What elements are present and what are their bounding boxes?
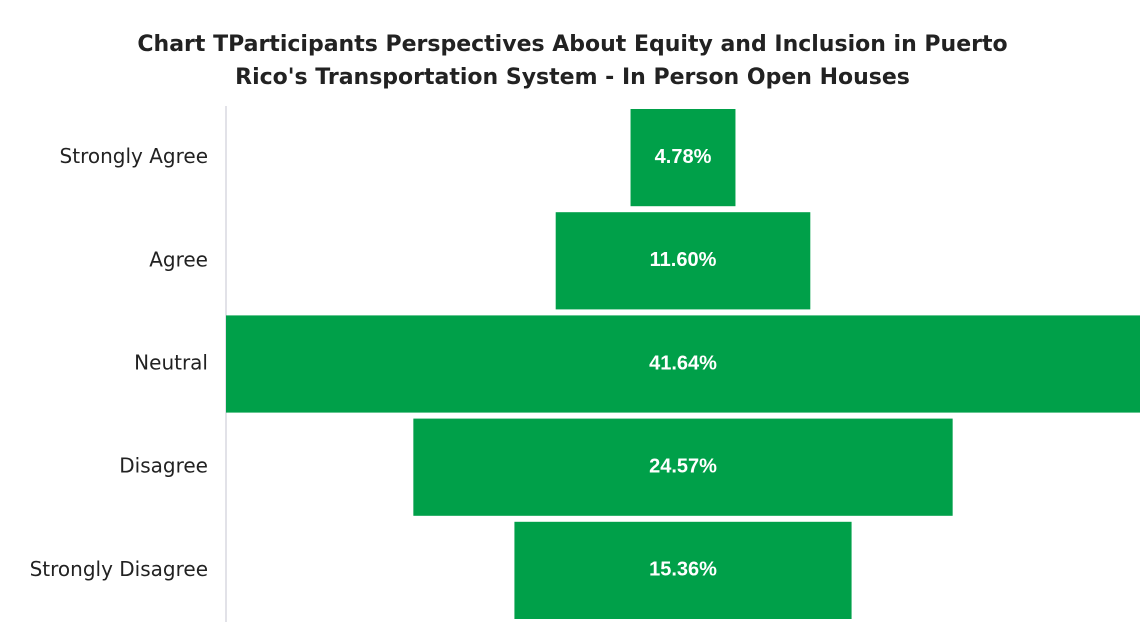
funnel-bar (514, 521, 852, 619)
category-label: Neutral (134, 351, 208, 375)
value-label: 15.36% (649, 559, 717, 581)
category-label: Agree (149, 247, 208, 271)
funnel-bar (226, 315, 1140, 413)
funnel-bar (630, 109, 736, 207)
chart-title: Chart TParticipants Perspectives About E… (137, 32, 1008, 90)
value-label: 41.64% (649, 352, 717, 374)
value-label: 11.60% (650, 249, 717, 271)
value-label: 4.78% (655, 146, 712, 168)
funnel-bar (413, 418, 953, 516)
value-label: 24.57% (649, 455, 717, 477)
category-label: Strongly Agree (60, 144, 208, 168)
category-label: Disagree (119, 454, 208, 478)
category-label: Strongly Disagree (30, 557, 208, 581)
funnel-bar (555, 212, 811, 310)
